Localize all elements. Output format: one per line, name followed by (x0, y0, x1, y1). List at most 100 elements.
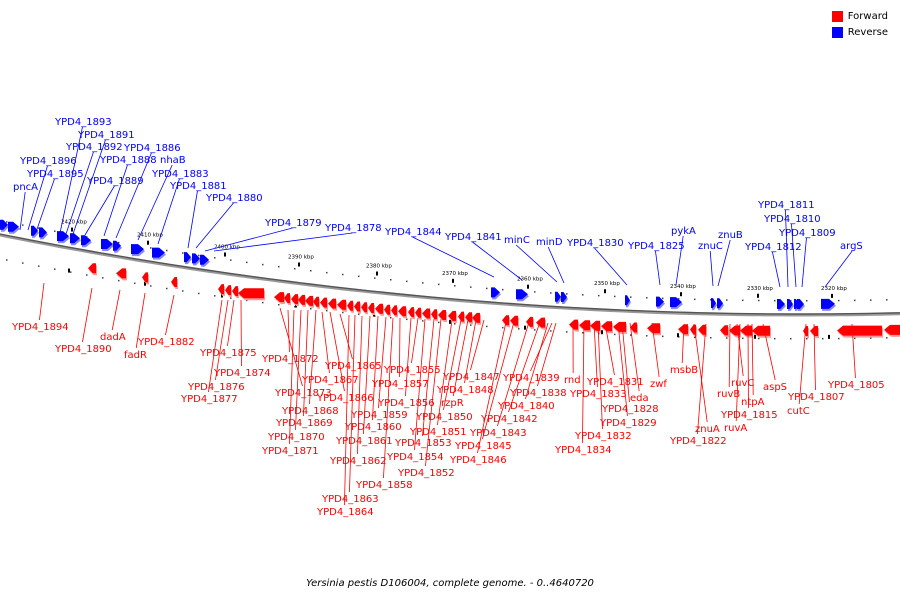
forward-gene-label: YPD4_1853 (394, 438, 452, 449)
forward-gene-label: YPD4_1859 (350, 410, 408, 421)
axis-dot (502, 326, 504, 329)
axis-dot (326, 309, 328, 312)
ruler-label: 2330 kbp (747, 286, 773, 292)
forward-gene-label: YPD4_1856 (377, 398, 435, 409)
axis-dot (406, 318, 408, 321)
forward-gene-label: YPD4_1855 (383, 365, 441, 376)
leader-line (378, 316, 387, 409)
axis-dot (550, 330, 552, 332)
axis-dot (694, 336, 696, 339)
axis-dot (390, 278, 392, 281)
leader-line (791, 223, 797, 288)
leader-line (19, 191, 26, 231)
forward-gene-label: YPD4_1840 (497, 401, 555, 412)
forward-gene-arrow (678, 324, 688, 335)
axis-dot (438, 321, 440, 324)
forward-gene-label: ntpA (741, 397, 765, 408)
forward-gene-arrow (337, 299, 346, 310)
axis-dot (758, 299, 760, 302)
forward-gene-label: YPD4_1861 (335, 436, 393, 447)
axis-dot (6, 259, 8, 261)
axis-dot (774, 337, 776, 340)
reverse-gene-arrow (81, 235, 91, 246)
axis-dot (54, 268, 56, 270)
forward-gene-label: YPD4_1845 (454, 441, 512, 452)
leader-line (425, 318, 442, 467)
axis-dot (230, 259, 232, 261)
legend-reverse: Reverse (831, 24, 888, 40)
reverse-gene-label: znuB (718, 230, 743, 241)
reverse-gene-arrow (821, 298, 835, 309)
forward-gene-label: YPD4_1862 (329, 456, 387, 467)
leader-line (482, 321, 515, 440)
leader-line (851, 323, 856, 379)
axis-dot (198, 292, 200, 295)
forward-gene-label: YPD4_1834 (554, 445, 612, 456)
forward-gene-label: eda (630, 393, 649, 404)
forward-gene-arrow (225, 285, 231, 296)
axis-dot (6, 221, 8, 223)
leader-line (72, 139, 106, 235)
axis-dot (774, 299, 776, 302)
forward-gene-label: YPD4_1894 (11, 322, 69, 333)
ruler-tick (224, 252, 226, 257)
axis-dot (310, 269, 312, 272)
forward-gene-label: YPD4_1882 (137, 337, 195, 348)
axis-dot (470, 324, 472, 326)
leader-line (111, 289, 121, 331)
axis-dot (806, 337, 808, 340)
reverse-gene-arrow (113, 240, 121, 251)
axis-dot (662, 297, 664, 300)
leader-line (349, 314, 356, 493)
ruler-tick (147, 240, 149, 245)
reverse-gene-arrow (777, 299, 785, 309)
leader-line (709, 250, 714, 287)
leader-line (728, 323, 731, 388)
leader-line (39, 282, 45, 321)
reverse-gene-label: YPD4_1883 (151, 169, 209, 180)
reverse-gene-label: YPD4_1896 (19, 156, 77, 167)
forward-gene-arrow (422, 308, 430, 319)
ruler-tick (71, 227, 73, 232)
forward-gene-label: YPD4_1873 (274, 388, 332, 399)
ruler-tick (452, 278, 454, 283)
forward-gene-label: YPD4_1822 (669, 436, 727, 447)
leader-line (399, 317, 401, 378)
leader-line (137, 164, 173, 241)
forward-gene-arrow (291, 294, 298, 305)
reverse-gene-label: YPD4_1888 (99, 155, 157, 166)
leader-line (414, 318, 426, 451)
axis-dot (326, 271, 328, 274)
leader-line (617, 322, 628, 417)
ruler-tick (754, 334, 756, 339)
forward-gene-arrow (142, 272, 148, 283)
leader-line (593, 322, 598, 388)
leader-line (437, 319, 453, 426)
forward-gene-label: YPD4_1833 (569, 389, 627, 400)
reverse-gene-label: YPD4_1841 (444, 232, 502, 243)
leader-line (65, 151, 94, 235)
leader-line (215, 299, 229, 381)
leader-line (675, 235, 684, 286)
reverse-gene-label: YPD4_1812 (744, 242, 802, 253)
reverse-gene-arrow (39, 227, 47, 238)
ruler-tick (527, 284, 529, 289)
axis-dot (150, 285, 152, 287)
forward-gene-arrow (630, 322, 637, 333)
ruler-tick (524, 325, 526, 330)
forward-gene-label: YPD4_1872 (261, 354, 319, 365)
axis-dot (278, 303, 280, 306)
axis-dot (662, 335, 664, 338)
reverse-gene-label: YPD4_1893 (54, 117, 112, 128)
legend-forward: Forward (831, 8, 888, 24)
reverse-gene-label: YPD4_1811 (757, 200, 815, 211)
leader-line (515, 244, 558, 283)
forward-gene-label: zwf (650, 379, 667, 390)
leader-line (785, 209, 789, 288)
axis-dot (806, 299, 808, 302)
axis-dot (566, 331, 568, 333)
leader-line (363, 315, 371, 435)
forward-gene-arrow (526, 316, 533, 327)
leader-line (321, 311, 330, 374)
forward-gene-label: rzpR (441, 398, 464, 409)
